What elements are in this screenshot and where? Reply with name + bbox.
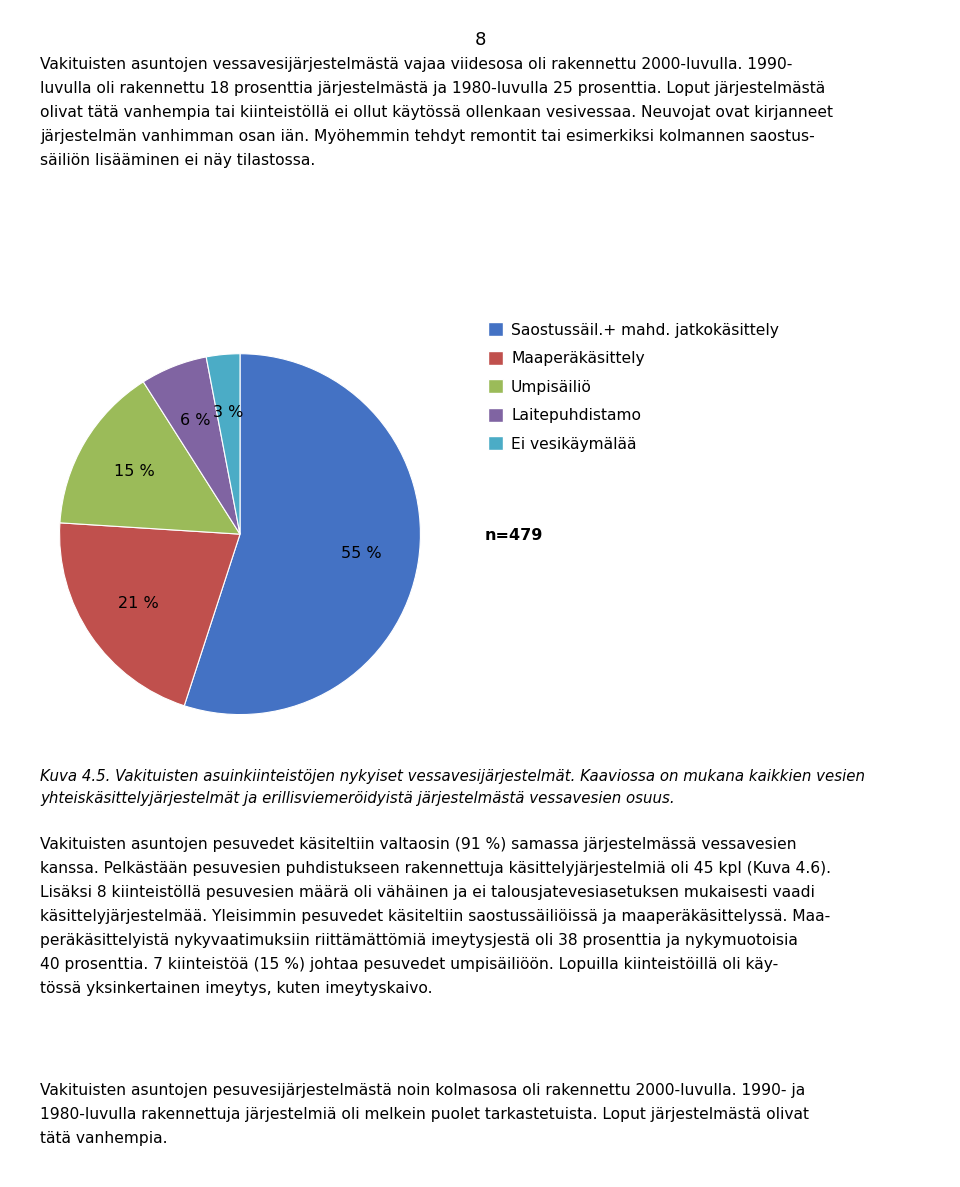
- Text: 55 %: 55 %: [341, 546, 381, 560]
- Wedge shape: [143, 357, 240, 534]
- Wedge shape: [206, 354, 240, 534]
- Text: Vakituisten asuntojen vessavesijärjestelmästä vajaa viidesosa oli rakennettu 200: Vakituisten asuntojen vessavesijärjestel…: [40, 57, 833, 169]
- Text: 8: 8: [474, 31, 486, 49]
- Text: 15 %: 15 %: [114, 464, 155, 480]
- Text: 3 %: 3 %: [213, 405, 244, 419]
- Legend: Saostussäil.+ mahd. jatkokäsittely, Maaperäkäsittely, Umpisäiliö, Laitepuhdistam: Saostussäil.+ mahd. jatkokäsittely, Maap…: [488, 323, 779, 452]
- Wedge shape: [184, 354, 420, 715]
- Text: 6 %: 6 %: [180, 413, 210, 427]
- Wedge shape: [60, 522, 240, 706]
- Text: Vakituisten asuntojen pesuvesijärjestelmästä noin kolmasosa oli rakennettu 2000-: Vakituisten asuntojen pesuvesijärjestelm…: [40, 1083, 809, 1145]
- Text: 21 %: 21 %: [118, 596, 159, 610]
- Wedge shape: [60, 382, 240, 534]
- Text: Vakituisten asuntojen pesuvedet käsiteltiin valtaosin (91 %) samassa järjestelmä: Vakituisten asuntojen pesuvedet käsitelt…: [40, 837, 831, 996]
- Text: n=479: n=479: [485, 528, 543, 544]
- Text: Kuva 4.5. Vakituisten asuinkiinteistöjen nykyiset vessavesijärjestelmät. Kaavios: Kuva 4.5. Vakituisten asuinkiinteistöjen…: [40, 769, 865, 806]
